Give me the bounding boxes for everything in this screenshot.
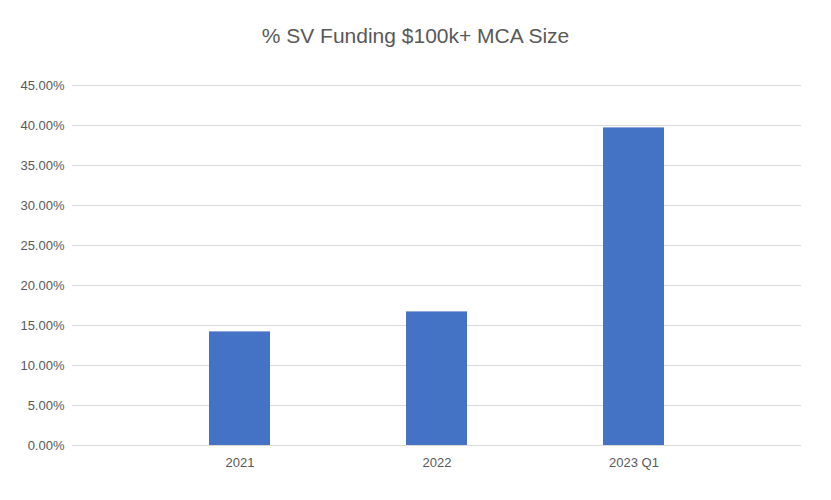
svg-text:45.00%: 45.00%: [20, 78, 65, 93]
svg-text:20.00%: 20.00%: [20, 278, 65, 293]
svg-text:0.00%: 0.00%: [28, 438, 65, 453]
svg-text:30.00%: 30.00%: [20, 198, 65, 213]
svg-text:10.00%: 10.00%: [20, 358, 65, 373]
html-text:% SV Funding $100k+ MCA Size: % SV Funding $100k+ MCA Size: [261, 24, 570, 47]
svg-text:5.00%: 5.00%: [28, 398, 65, 413]
svg-text:40.00%: 40.00%: [20, 118, 65, 133]
svg-text:25.00%: 25.00%: [20, 238, 65, 253]
svg-text:2021: 2021: [226, 455, 255, 470]
svg-text:15.00%: 15.00%: [20, 318, 65, 333]
svg-text:35.00%: 35.00%: [20, 158, 65, 173]
svg-text:2022: 2022: [423, 455, 452, 470]
svg-text:2023 Q1: 2023 Q1: [609, 455, 659, 470]
